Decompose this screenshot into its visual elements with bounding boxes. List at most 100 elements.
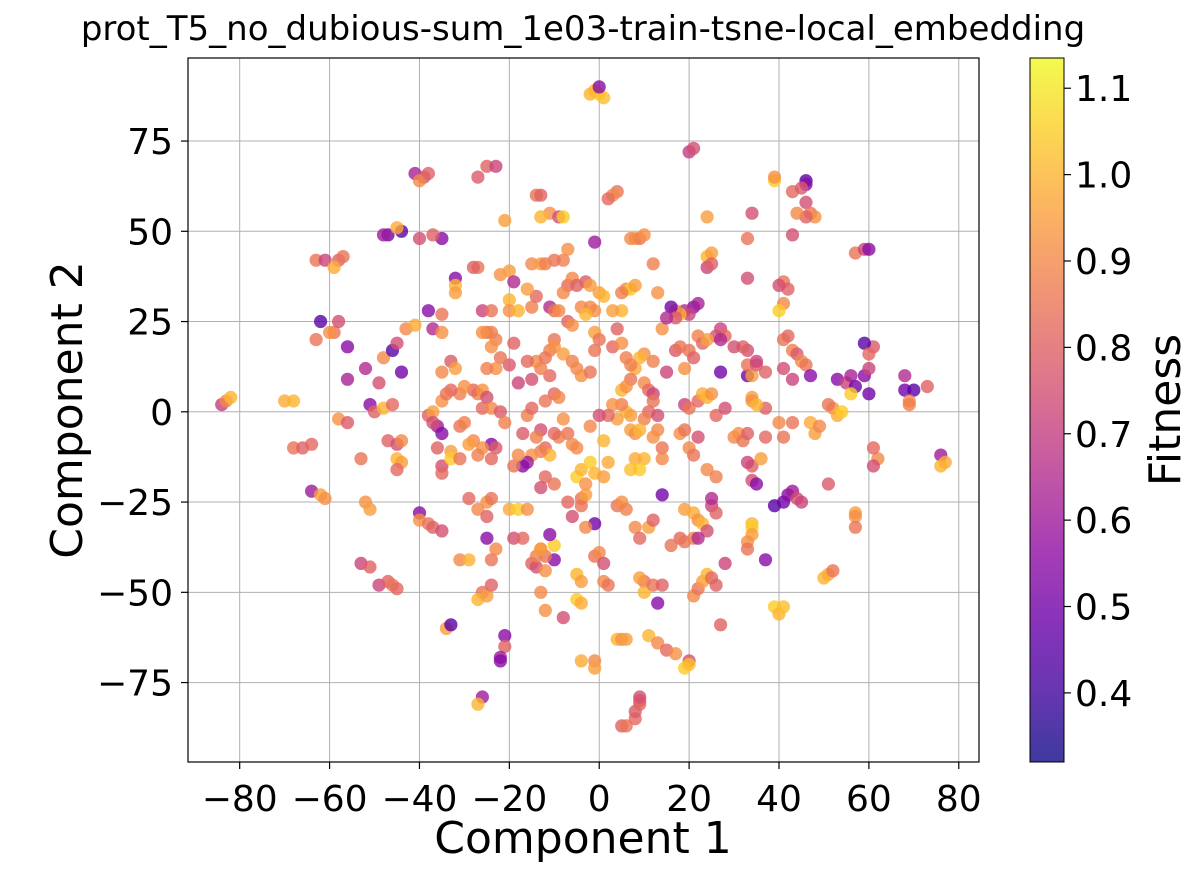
scatter-point <box>592 546 606 560</box>
scatter-point <box>538 470 552 484</box>
scatter-point <box>511 376 525 390</box>
scatter-point <box>583 87 597 101</box>
scatter-point <box>749 477 764 491</box>
scatter-point <box>502 358 516 372</box>
scatter-point <box>314 314 328 329</box>
scatter-point <box>601 192 615 206</box>
scatter-point <box>466 260 480 274</box>
scatter-point <box>619 502 633 516</box>
scatter-point <box>691 430 705 444</box>
scatter-point <box>493 351 507 365</box>
y-tick-label: 50 <box>127 212 173 253</box>
scatter-point <box>597 91 611 105</box>
scatter-point <box>655 322 669 336</box>
scatter-point <box>570 441 584 455</box>
scatter-point <box>597 434 611 448</box>
x-tick-label: 80 <box>936 779 982 820</box>
scatter-point <box>660 311 674 325</box>
scatter-point <box>471 697 485 711</box>
scatter-point <box>547 538 561 553</box>
y-tick-label: −25 <box>97 483 173 524</box>
scatter-point <box>340 340 355 354</box>
scatter-point <box>538 564 552 578</box>
scatter-point <box>664 300 678 314</box>
scatter-point <box>570 278 584 292</box>
scatter-point <box>462 553 476 567</box>
scatter-point <box>862 387 876 401</box>
scatter-point <box>435 365 449 379</box>
scatter-point <box>394 434 409 448</box>
scatter-point <box>601 578 615 592</box>
scatter-point <box>718 556 732 571</box>
scatter-point <box>907 383 921 397</box>
scatter-point <box>525 372 539 386</box>
scatter-point <box>597 470 611 484</box>
scatter-point <box>498 416 512 430</box>
scatter-point <box>700 463 714 477</box>
scatter-point <box>534 542 548 556</box>
scatter-point <box>534 210 548 224</box>
scatter-point <box>709 470 723 484</box>
scatter-point <box>588 235 602 249</box>
scatter-point <box>678 361 692 376</box>
scatter-point <box>633 571 647 585</box>
scatter-point <box>624 358 638 372</box>
scatter-point <box>287 394 301 408</box>
scatter-point <box>862 347 876 361</box>
scatter-point <box>637 412 651 426</box>
scatter-point <box>520 354 534 368</box>
scatter-point <box>547 340 561 354</box>
scatter-point <box>754 452 768 466</box>
scatter-point <box>646 513 660 527</box>
scatter-point <box>592 408 606 422</box>
scatter-point <box>323 325 337 339</box>
scatter-point <box>421 166 435 181</box>
scatter-point <box>588 661 602 675</box>
scatter-point <box>660 365 674 379</box>
scatter-point <box>821 477 836 491</box>
scatter-point <box>705 387 719 401</box>
y-tick-label: −50 <box>97 573 173 614</box>
scatter-point <box>857 336 872 350</box>
scatter-point <box>740 271 755 285</box>
scatter-point <box>579 520 593 534</box>
scatter-point <box>705 257 719 271</box>
scatter-point <box>556 210 570 224</box>
scatter-point <box>525 401 539 415</box>
scatter-point <box>561 242 575 256</box>
scatter-point <box>502 264 516 278</box>
scatter-point <box>439 387 453 401</box>
scatter-point <box>579 488 593 502</box>
scatter-point <box>691 296 705 311</box>
scatter-point <box>480 390 494 404</box>
scatter-point <box>480 589 494 603</box>
scatter-point <box>426 228 440 242</box>
scatter-point <box>489 441 503 455</box>
scatter-point <box>655 578 669 592</box>
colorbar-tick-label: 0.7 <box>1075 415 1132 456</box>
scatter-point <box>758 365 773 379</box>
scatter-point <box>633 531 647 545</box>
scatter-point <box>776 600 791 614</box>
scatter-point <box>498 639 512 654</box>
scatter-point <box>597 556 611 571</box>
scatter-point <box>489 542 503 556</box>
scatter-point <box>651 408 665 422</box>
x-tick-label: −80 <box>202 779 278 820</box>
scatter-point <box>624 231 638 246</box>
scatter-point <box>673 340 687 354</box>
scatter-point <box>435 524 449 538</box>
data-points <box>215 80 952 733</box>
scatter-point <box>848 520 863 534</box>
scatter-point <box>480 531 494 545</box>
axis-ticks: −80 −60 −40 −20 0 20 40 60 80 −75 −50 −25 0 25 50 75 <box>97 122 982 820</box>
scatter-point <box>588 343 602 357</box>
scatter-point <box>682 657 696 672</box>
scatter-point <box>785 416 800 430</box>
scatter-point <box>471 502 485 516</box>
scatter-point <box>529 289 543 303</box>
scatter-point <box>615 286 629 300</box>
colorbar-ticks: 0.4 0.5 0.6 0.7 0.8 0.9 1.0 1.1 <box>1064 69 1132 715</box>
plot-frame <box>187 57 980 763</box>
